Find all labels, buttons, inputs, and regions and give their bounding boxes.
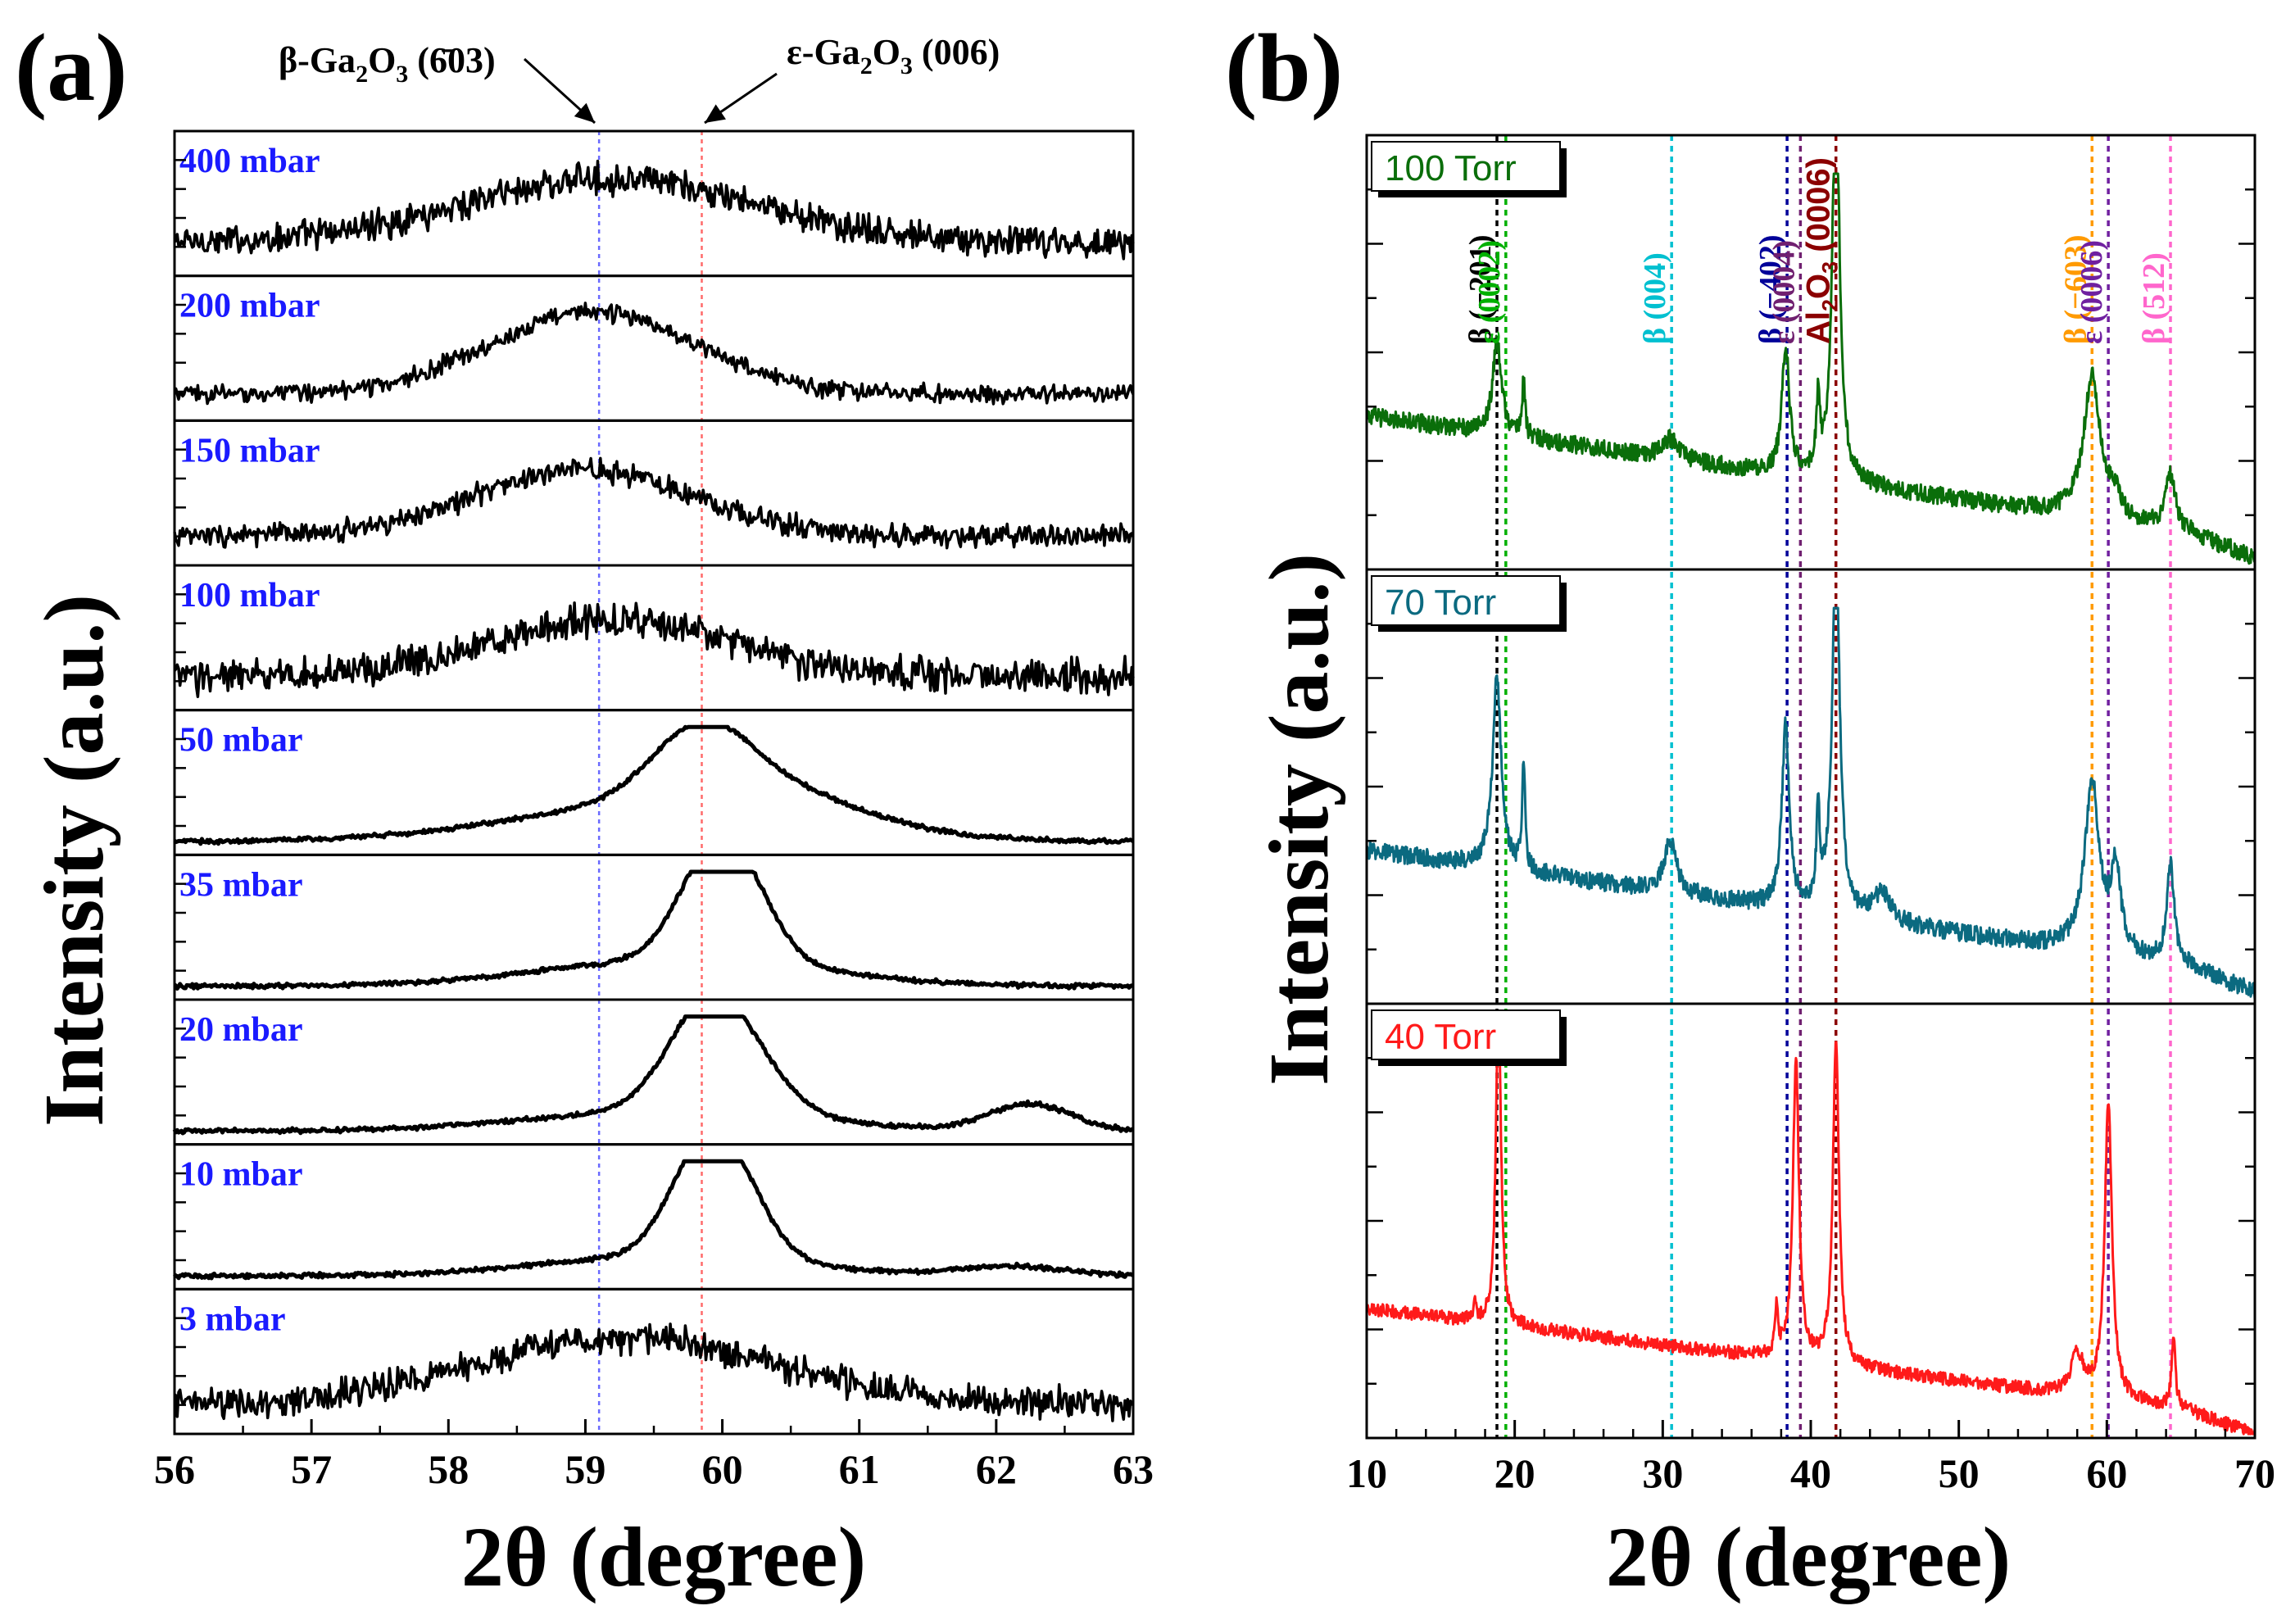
svg-text:ε (0002): ε (0002) [1472, 240, 1507, 344]
svg-text:ε-Ga2O3 (006): ε-Ga2O3 (006) [787, 32, 1000, 79]
panel-a-series-line [172, 1014, 1135, 1136]
panel-b-legend: 40 Torr [1371, 1009, 1567, 1066]
panel-b-legend-label: 100 Torr [1385, 148, 1517, 188]
panel-a-x-tick-label: 60 [702, 1446, 743, 1492]
panel-b-x-tick-label: 70 [2234, 1450, 2275, 1496]
panel-a-series-line [173, 456, 1135, 550]
svg-text:β-Ga2O3 (6̄03): β-Ga2O3 (6̄03) [279, 40, 496, 88]
svg-text:ε (0004): ε (0004) [1767, 240, 1801, 344]
panel-a-series-label: 200 mbar [179, 288, 320, 325]
panel-b-legend: 70 Torr [1371, 575, 1567, 632]
panel-b: 10 20 30 40 50 60 70 β (−201)ε (0002) β (004) β … [1252, 134, 2275, 1604]
panel-a-series-label: 150 mbar [179, 432, 320, 470]
panel-b-reference-label: ε (0006) [2075, 240, 2109, 344]
panel-a-series-line [173, 302, 1135, 406]
panel-a-x-tick-label: 62 [976, 1446, 1017, 1492]
panel-a-x-tick-label: 58 [428, 1446, 469, 1492]
panel-b-x-tick-label: 30 [1642, 1450, 1683, 1496]
svg-text:β (−603): β (−603) [2058, 235, 2093, 344]
svg-text:β (512): β (512) [2137, 252, 2171, 344]
panel-b-x-tick-label: 20 [1495, 1450, 1535, 1496]
svg-text:β (−201): β (−201) [1463, 235, 1498, 344]
panel-b-series-line [1365, 606, 2257, 1000]
panel-b-legend-label: 70 Torr [1385, 583, 1496, 623]
panel-a-annotation: β-Ga2O3 (6̄03) [279, 40, 596, 125]
panel-a-series-line [173, 724, 1135, 846]
panel-b-x-tick-label: 40 [1790, 1450, 1831, 1496]
panel-b-legend: 100 Torr [1371, 141, 1567, 197]
panel-b-reference-label: Al2O3 (0006) [1801, 157, 1843, 344]
panel-a-series-label: 400 mbar [179, 143, 320, 180]
panel-a-series-line [173, 159, 1135, 261]
panel-b-legend-label: 40 Torr [1385, 1017, 1496, 1057]
panel-a-x-tick-label: 57 [291, 1446, 332, 1492]
panel-a-series-line [173, 1159, 1134, 1281]
svg-text:Al2O3 (0006): Al2O3 (0006) [1801, 157, 1843, 344]
panel-a-series-label: 3 mbar [179, 1300, 286, 1338]
panel-a-ylabel: Intensity (a.u.) [27, 594, 121, 1127]
panel-a-series-line [173, 869, 1135, 991]
panel-b-x-tick-label: 10 [1346, 1450, 1387, 1496]
panel-a-x-tick-label: 63 [1113, 1446, 1154, 1492]
panel-a-series-label: 50 mbar [179, 722, 303, 760]
panel-b-xlabel: 2θ (degree) [1606, 1510, 2011, 1604]
panel-b-x-tick-label: 50 [1939, 1450, 1980, 1496]
panel-b-reference-label: β (512) [2137, 252, 2171, 344]
panel-a-x-tick-label: 56 [154, 1446, 195, 1492]
svg-text:β (004): β (004) [1638, 252, 1672, 344]
panel-a-series-label: 35 mbar [179, 866, 303, 904]
panel-a-xlabel: 2θ (degree) [461, 1510, 866, 1604]
panel-b-reference-label: ε (0004) [1767, 240, 1801, 344]
panel-a-series-label: 10 mbar [179, 1156, 303, 1194]
panel-b-reference-label: β (−402) [1753, 235, 1788, 344]
panel-a-x-tick-label: 59 [565, 1446, 606, 1492]
panel-b-reference-label: ε (0002) [1472, 240, 1507, 344]
panel-a-series-line [173, 1322, 1135, 1422]
panel-a-x-tick-label: 61 [839, 1446, 880, 1492]
panel-b-reference-label: β (004) [1638, 252, 1672, 344]
panel-b-x-tick-label: 60 [2086, 1450, 2127, 1496]
panel-a-annotation: ε-Ga2O3 (006) [704, 32, 1000, 125]
panel-b-ylabel: Intensity (a.u.) [1252, 553, 1346, 1086]
panel-a-series-line [173, 601, 1135, 699]
panel-b-reference-label: β (−603) [2058, 235, 2093, 344]
panel-a-series-label: 100 mbar [179, 577, 320, 615]
panel-a-label: (a) [15, 14, 128, 121]
panel-a: 400 mbar 200 mbar 150 mbar 100 mbar 50 mbar 3… [27, 32, 1154, 1604]
svg-text:ε (0006): ε (0006) [2075, 240, 2109, 344]
panel-b-label: (b) [1225, 14, 1343, 121]
svg-text:β (−402): β (−402) [1753, 235, 1788, 344]
panel-b-reference-label: β (−201) [1463, 235, 1498, 344]
panel-a-series-label: 20 mbar [179, 1011, 303, 1049]
panel-b-series-line [1365, 172, 2257, 565]
panel-b-series-line [1365, 1041, 2257, 1436]
